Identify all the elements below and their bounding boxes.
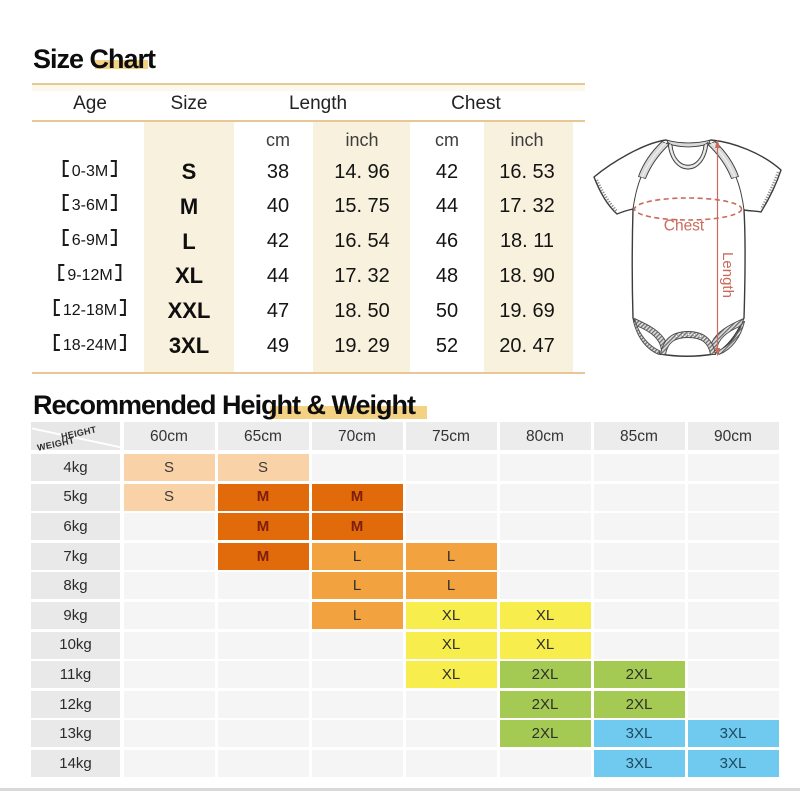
- svg-text:Chest: Chest: [664, 218, 705, 235]
- svg-text:Length: Length: [719, 252, 736, 298]
